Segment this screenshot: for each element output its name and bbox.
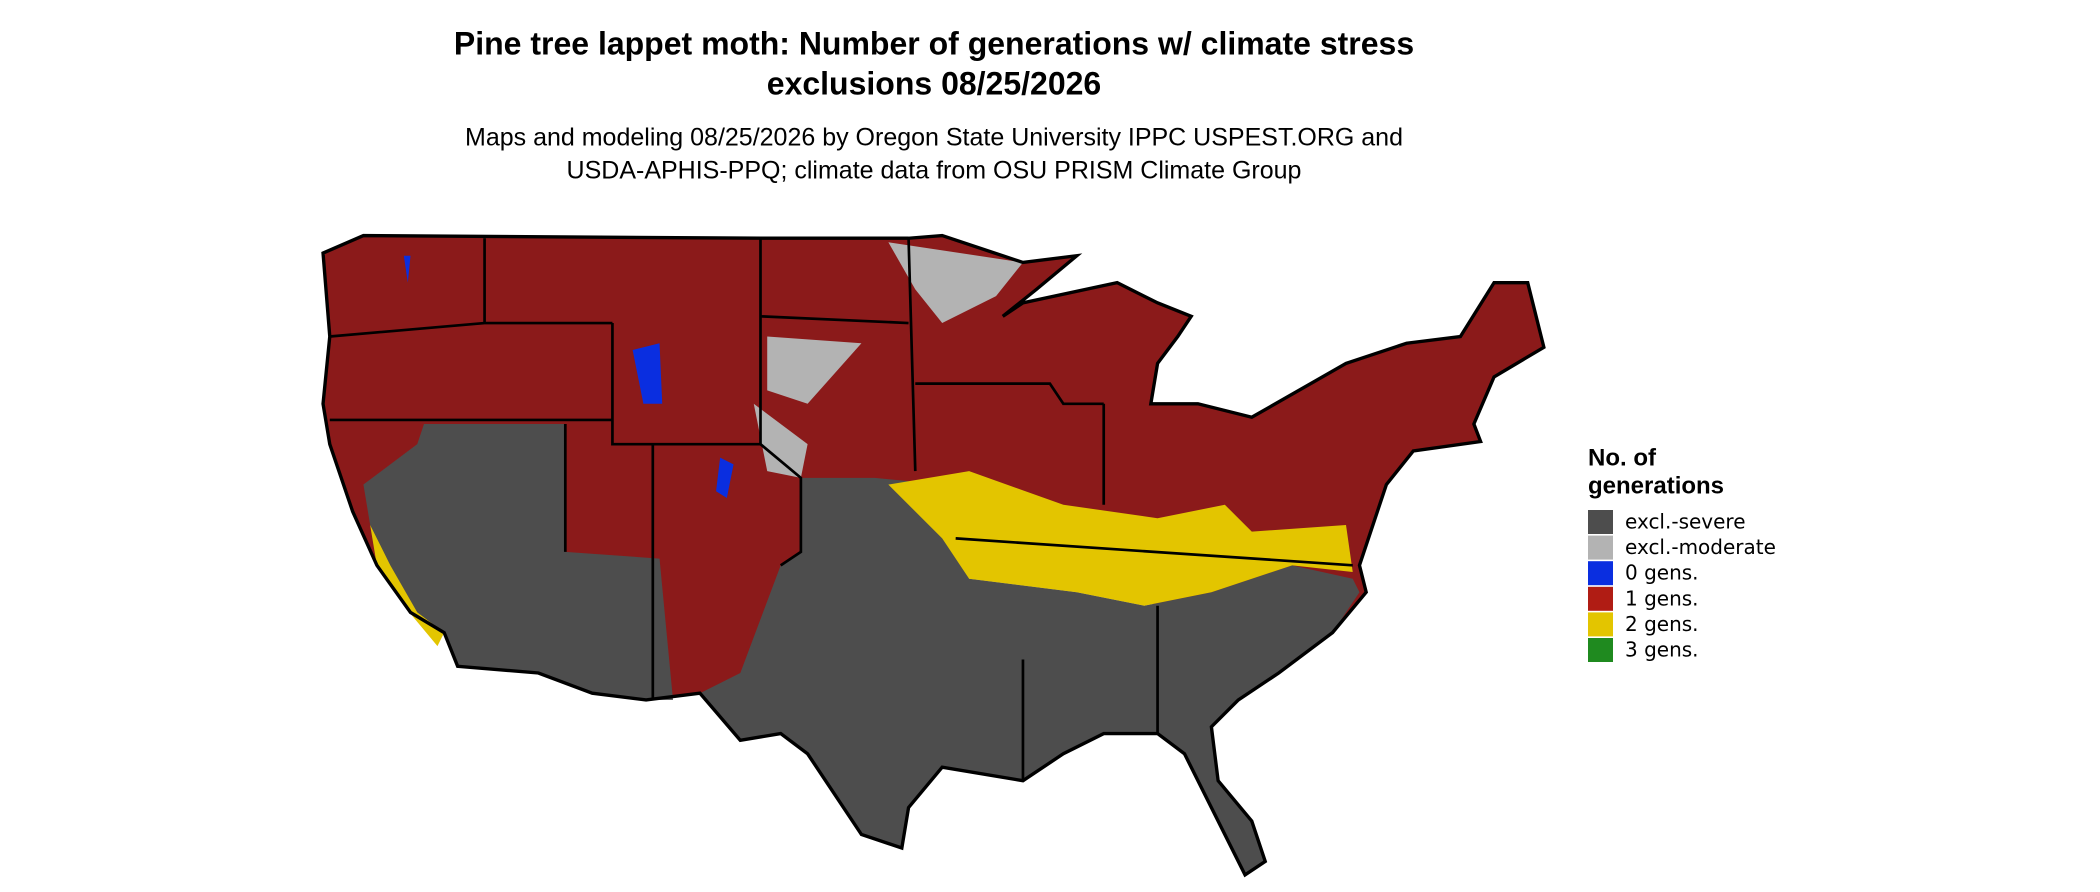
subtitle: USDA-APHIS-PPQ; climate data from OSU PR…	[567, 157, 1302, 185]
two-gens-region	[370, 471, 1353, 647]
legend-swatch	[1588, 535, 1613, 560]
us-outline	[321, 233, 1546, 878]
legend-swatch	[1588, 612, 1613, 637]
legend-label: excl.-severe	[1625, 510, 1746, 534]
legend-label: 3 gens.	[1625, 638, 1699, 662]
title: exclusions 08/25/2026	[767, 65, 1101, 101]
excl-severe-region	[363, 423, 1360, 875]
legend-swatch	[1588, 561, 1613, 586]
legend-swatch	[1588, 638, 1613, 662]
legend-label: excl.-moderate	[1625, 535, 1776, 559]
map	[321, 233, 1546, 878]
legend-label: 0 gens.	[1625, 561, 1699, 585]
legend-swatch	[1588, 586, 1613, 611]
state-borders	[329, 238, 1353, 781]
legend-label: 1 gens.	[1625, 586, 1699, 610]
title: Pine tree lappet moth: Number of generat…	[454, 25, 1414, 61]
subtitle: Maps and modeling 08/25/2026 by Oregon S…	[465, 124, 1403, 152]
legend-title: No. of	[1588, 444, 1657, 471]
legend-swatch	[1588, 510, 1613, 534]
legend-title: generations	[1588, 472, 1724, 499]
legend-label: 2 gens.	[1625, 612, 1699, 636]
